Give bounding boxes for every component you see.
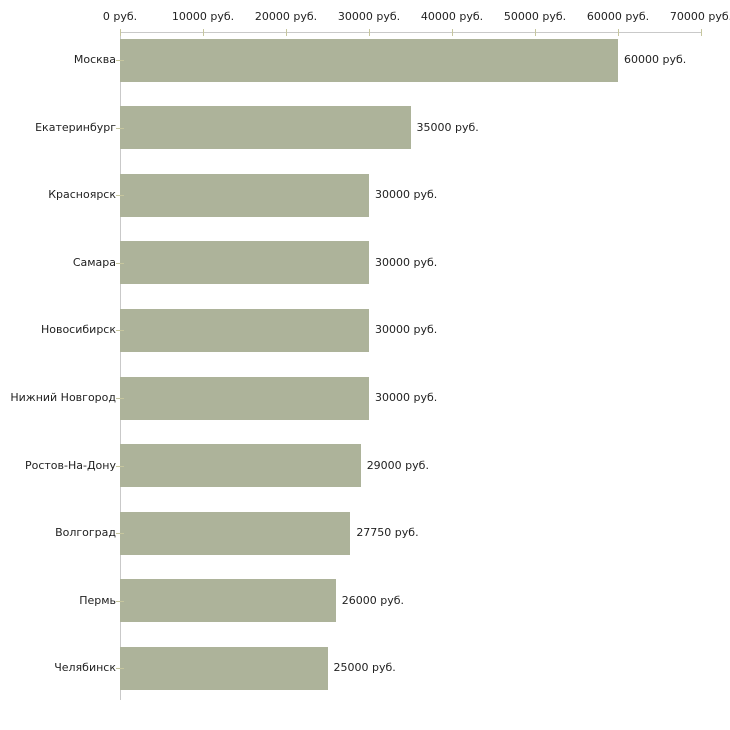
- bar-2: [120, 106, 411, 150]
- x-axis-tick: [203, 29, 204, 36]
- x-axis-tick: [286, 29, 287, 36]
- bar-10: [120, 646, 328, 690]
- x-axis-tick-label: 60000 руб.: [586, 10, 650, 23]
- category-label: Волгоград: [55, 526, 116, 540]
- bar-3: [120, 173, 369, 217]
- y-axis-tick: [116, 533, 124, 535]
- x-axis-tick: [369, 29, 370, 36]
- y-axis-tick: [116, 668, 124, 670]
- category-label: Пермь: [79, 593, 116, 607]
- bar-8: [120, 511, 351, 555]
- value-label: 30000 руб.: [375, 188, 438, 202]
- value-label: 60000 руб.: [624, 53, 687, 66]
- bar-6: [120, 376, 369, 420]
- value-label: 27750 руб.: [356, 526, 419, 540]
- x-axis-tick-label: 0 руб.: [102, 10, 138, 23]
- y-axis-tick: [116, 127, 124, 129]
- bar-9: [120, 579, 336, 623]
- x-axis-tick-label: 70000 руб.: [669, 10, 730, 23]
- bar-4: [120, 241, 369, 285]
- y-axis-line: [120, 32, 121, 700]
- value-label: 30000 руб.: [375, 391, 438, 404]
- value-label: 30000 руб.: [375, 323, 438, 337]
- y-axis-tick: [116, 465, 124, 467]
- x-axis-tick: [535, 29, 536, 36]
- x-axis-tick-label: 30000 руб.: [337, 10, 401, 23]
- x-axis-tick-label: 20000 руб.: [254, 10, 318, 23]
- x-axis-tick: [618, 29, 619, 36]
- value-label: 30000 руб.: [375, 255, 438, 269]
- value-label: 26000 руб.: [341, 593, 405, 607]
- x-axis-tick: [120, 29, 121, 36]
- category-label: Екатеринбург: [35, 120, 116, 134]
- x-axis-tick-label: 40000 руб.: [420, 10, 484, 23]
- y-axis-tick: [116, 195, 124, 197]
- x-axis-line: [120, 32, 701, 33]
- category-label: Ростов-На-Дону: [24, 458, 116, 472]
- x-axis-tick: [452, 29, 453, 36]
- category-label: Москва: [73, 53, 116, 66]
- category-label: Красноярск: [48, 188, 116, 202]
- x-axis-tick-label: 10000 руб.: [171, 10, 235, 23]
- y-axis-tick: [116, 600, 124, 602]
- y-axis-tick: [116, 330, 124, 332]
- category-label: Новосибирск: [40, 323, 116, 337]
- category-label: Самара: [72, 255, 116, 269]
- bar-7: [120, 444, 361, 488]
- y-axis-tick: [116, 262, 124, 264]
- value-label: 29000 руб.: [366, 458, 429, 472]
- category-label: Нижний Новгород: [10, 391, 116, 404]
- x-axis-tick: [701, 29, 702, 36]
- bar-5: [120, 308, 369, 352]
- x-axis-tick-label: 50000 руб.: [503, 10, 567, 23]
- bar-1: [120, 38, 618, 82]
- category-label: Челябинск: [54, 661, 116, 675]
- value-label: 35000 руб.: [416, 120, 479, 134]
- y-axis-tick: [116, 398, 124, 399]
- value-label: 25000 руб.: [333, 661, 396, 675]
- y-axis-tick: [116, 60, 124, 61]
